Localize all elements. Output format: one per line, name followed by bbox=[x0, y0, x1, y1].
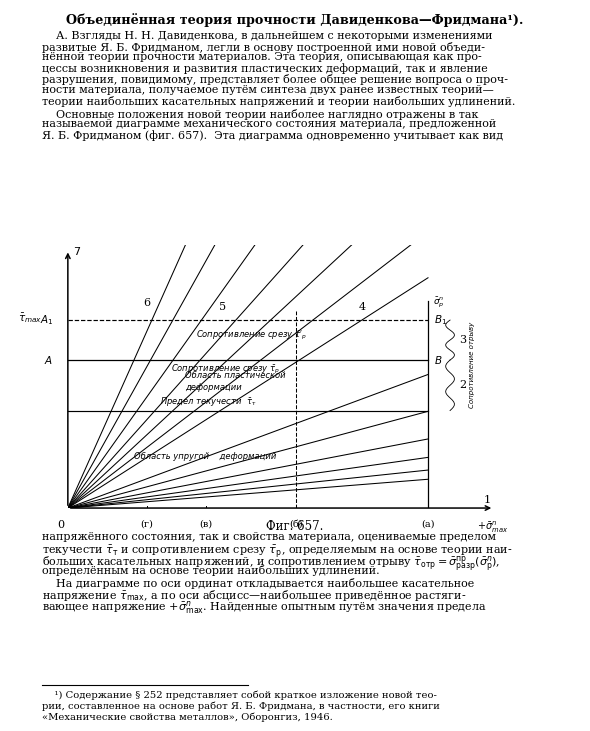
Text: $A$: $A$ bbox=[44, 354, 53, 366]
Text: напряжённого состояния, так и свойства материала, оцениваемые пределом: напряжённого состояния, так и свойства м… bbox=[42, 532, 496, 542]
Text: (б): (б) bbox=[289, 520, 303, 529]
Text: нённой теории прочности материалов. Эта теория, описывающая как про-: нённой теории прочности материалов. Эта … bbox=[42, 53, 482, 62]
Text: $B_1$: $B_1$ bbox=[434, 313, 447, 327]
Text: 3: 3 bbox=[459, 335, 466, 345]
Text: разрушения, повидимому, представляет более общее решение вопроса о проч-: разрушения, повидимому, представляет бол… bbox=[42, 74, 509, 85]
Text: больших касательных напряжений, и сопротивлением отрыву $\bar{\tau}_\text{отр} =: больших касательных напряжений, и сопрот… bbox=[42, 554, 501, 573]
Text: ности материала, получаемое путём синтеза двух ранее известных теорий—: ности материала, получаемое путём синтез… bbox=[42, 85, 494, 95]
Text: $A_1$: $A_1$ bbox=[40, 313, 53, 327]
Text: ¹) Содержание § 252 представляет собой краткое изложение новой тео-: ¹) Содержание § 252 представляет собой к… bbox=[42, 691, 437, 700]
Text: $+\bar{\sigma}^n_{max}$: $+\bar{\sigma}^n_{max}$ bbox=[477, 520, 508, 535]
Text: называемой диаграмме механического состояния материала, предложенной: называемой диаграмме механического состо… bbox=[42, 119, 497, 129]
Text: Я. Б. Фридманом (фиг. 657).  Эта диаграмма одновременно учитывает как вид: Я. Б. Фридманом (фиг. 657). Эта диаграмм… bbox=[42, 130, 504, 141]
Text: 6: 6 bbox=[143, 298, 150, 308]
Text: Сопротивление срезу $\bar{\tau}'_p$: Сопротивление срезу $\bar{\tau}'_p$ bbox=[196, 329, 307, 342]
Text: теории наибольших касательных напряжений и теории наибольших удлинений.: теории наибольших касательных напряжений… bbox=[42, 96, 516, 107]
Text: вающее напряжение $+\bar{\sigma}^n_\text{max}$. Найденные опытным путём значения: вающее напряжение $+\bar{\sigma}^n_\text… bbox=[42, 599, 487, 616]
Text: 4: 4 bbox=[358, 302, 365, 312]
Text: напряжение $\bar{\tau}_\text{max}$, а по оси абсцисс—наибольшее приведённое раст: напряжение $\bar{\tau}_\text{max}$, а по… bbox=[42, 588, 467, 604]
Text: 1: 1 bbox=[483, 494, 490, 504]
Text: (в): (в) bbox=[199, 520, 212, 529]
Text: $\bar{\tau}_{max}$: $\bar{\tau}_{max}$ bbox=[18, 311, 42, 325]
Text: А. Взгляды Н. Н. Давиденкова, в дальнейшем с некоторыми изменениями: А. Взгляды Н. Н. Давиденкова, в дальнейш… bbox=[42, 31, 493, 41]
Text: цессы возникновения и развития пластических деформаций, так и явление: цессы возникновения и развития пластичес… bbox=[42, 63, 489, 74]
Text: «Механические свойства металлов», Оборонгиз, 1946.: «Механические свойства металлов», Оборон… bbox=[42, 713, 333, 722]
Text: Объединённая теория прочности Давиденкова—Фридмана¹).: Объединённая теория прочности Давиденков… bbox=[66, 13, 524, 27]
Text: Основные положения новой теории наиболее наглядно отражены в так: Основные положения новой теории наиболее… bbox=[42, 109, 479, 120]
Text: $\bar{\sigma}^n_p$: $\bar{\sigma}^n_p$ bbox=[433, 295, 444, 309]
Text: 2: 2 bbox=[459, 380, 466, 390]
Text: $B$: $B$ bbox=[434, 354, 442, 366]
Text: Предел текучести  $\bar{\tau}_\text{т}$: Предел текучести $\bar{\tau}_\text{т}$ bbox=[160, 395, 256, 408]
Text: (а): (а) bbox=[421, 520, 435, 529]
Text: развитые Я. Б. Фридманом, легли в основу построенной ими новой объеди-: развитые Я. Б. Фридманом, легли в основу… bbox=[42, 42, 486, 53]
Text: 0: 0 bbox=[57, 520, 64, 530]
Text: Сопротивление срезу $\bar{\tau}_p$: Сопротивление срезу $\bar{\tau}_p$ bbox=[171, 363, 280, 376]
Text: Область упругой    деформаций: Область упругой деформаций bbox=[134, 452, 276, 461]
Text: рии, составленное на основе работ Я. Б. Фридмана, в частности, его книги: рии, составленное на основе работ Я. Б. … bbox=[42, 702, 440, 711]
Text: Область пластической: Область пластической bbox=[185, 371, 286, 380]
Text: На диаграмме по оси ординат откладывается наибольшее касательное: На диаграмме по оси ординат откладываетс… bbox=[42, 577, 475, 588]
Text: 7: 7 bbox=[73, 246, 80, 257]
Text: определённым на основе теории наибольших удлинений.: определённым на основе теории наибольших… bbox=[42, 564, 380, 575]
Text: текучести $\bar{\tau}_\text{т}$ и сопротивлением срезу $\bar{\tau}_\text{р}$, оп: текучести $\bar{\tau}_\text{т}$ и сопрот… bbox=[42, 543, 513, 560]
Text: (г): (г) bbox=[140, 520, 153, 529]
Text: Сопротивление отрыву: Сопротивление отрыву bbox=[469, 322, 475, 409]
Text: 5: 5 bbox=[219, 302, 226, 312]
Text: деформации: деформации bbox=[185, 383, 242, 392]
Text: Фиг. 657.: Фиг. 657. bbox=[266, 520, 324, 534]
